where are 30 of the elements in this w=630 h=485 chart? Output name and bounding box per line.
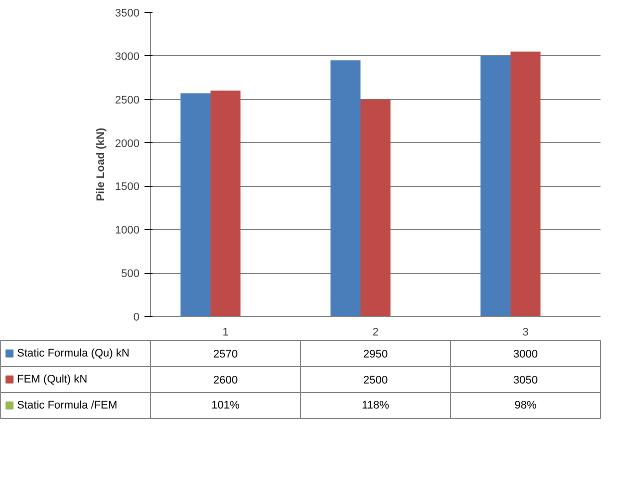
bar — [360, 99, 390, 316]
data-label: 2950 — [363, 348, 388, 360]
y-axis-title: Pile Load (kN) — [95, 127, 108, 202]
y-tick-label: 500 — [121, 268, 140, 280]
data-label: 2600 — [213, 374, 238, 386]
y-tick-label: 1000 — [115, 224, 140, 237]
y-tick-label: 3000 — [115, 50, 140, 63]
x-tick-label: 1 — [222, 326, 229, 338]
x-tick-label: 3 — [522, 326, 529, 338]
y-tick-label: 2000 — [115, 138, 140, 150]
legend-label: Static Formula /FEM — [17, 400, 118, 412]
bar — [480, 56, 510, 316]
bar — [180, 93, 210, 316]
bar — [330, 60, 360, 316]
y-tick-label: 1500 — [115, 181, 140, 194]
y-tick-label: 3500 — [115, 8, 140, 20]
y-tick-label: 2500 — [115, 94, 140, 106]
bar — [510, 52, 540, 316]
y-tick-label: 0 — [133, 312, 140, 324]
data-label: 2500 — [363, 374, 388, 386]
legend-label: FEM (Qult) kN — [17, 374, 88, 386]
data-label: 101% — [211, 400, 240, 412]
data-label: 3050 — [513, 374, 538, 386]
bar — [210, 90, 240, 316]
data-label: 2570 — [213, 348, 238, 360]
x-tick-label: 2 — [372, 326, 379, 338]
data-label: 3000 — [513, 348, 538, 360]
data-label: 98% — [514, 400, 537, 412]
legend-label: Static Formula (Qu) kN — [17, 348, 130, 360]
data-label: 118% — [362, 400, 390, 412]
